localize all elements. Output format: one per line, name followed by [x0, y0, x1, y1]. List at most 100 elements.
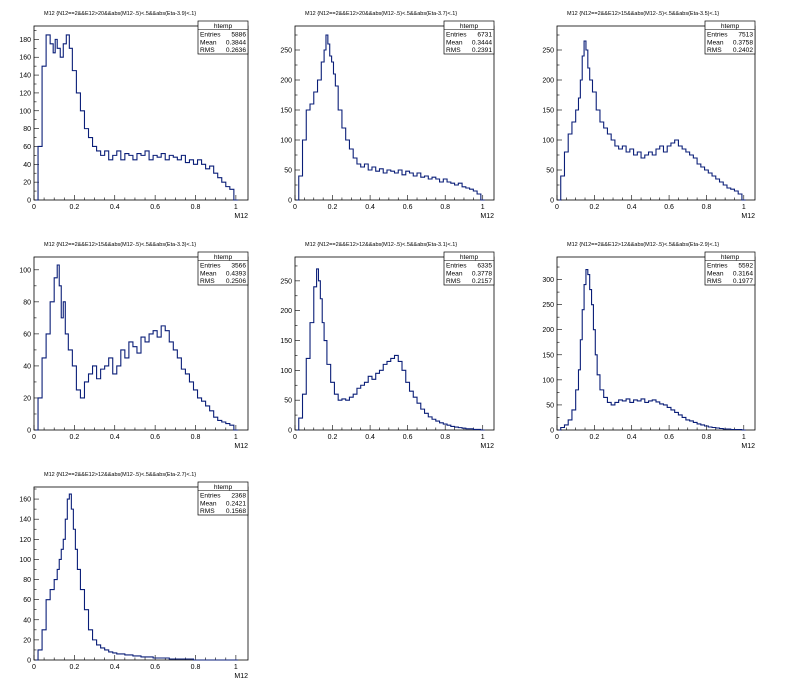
x-axis-title: M12 [234, 673, 248, 680]
y-tick-label: 0 [288, 198, 292, 205]
x-tick-label: 0.4 [110, 664, 120, 671]
stats-label: Mean [200, 500, 217, 507]
stats-label: RMS [200, 47, 215, 54]
y-tick-label: 20 [23, 395, 31, 402]
x-tick-label: 0.4 [627, 204, 637, 211]
histogram-panel-3: M12 {N12==2&&E12>15&&abs(M12-.5)<.5&&abs… [542, 11, 756, 220]
y-tick-label: 80 [23, 577, 31, 584]
stats-name: htemp [214, 23, 233, 30]
stats-value: 0.2157 [472, 278, 493, 285]
histogram-panel-5: M12 {N12==2&&E12>12&&abs(M12-.5)<.5&&abs… [280, 242, 495, 450]
histogram-panel-7: M12 {N12==2&&E12>12&&abs(M12-.5)<.5&&abs… [19, 472, 249, 680]
x-tick-label: 0 [32, 434, 36, 441]
x-tick-label: 0.2 [70, 434, 80, 441]
histogram-line [558, 268, 746, 431]
stats-value: 0.1977 [733, 278, 754, 285]
panel-title: M12 {N12==2&&E12>20&&abs(M12-.5)<.5&&abs… [305, 11, 457, 17]
stats-label: Mean [446, 270, 463, 277]
stats-name: htemp [460, 254, 479, 261]
stats-label: RMS [707, 47, 722, 54]
x-tick-label: 0.8 [702, 434, 712, 441]
y-tick-label: 200 [542, 327, 554, 334]
x-tick-label: 0.6 [150, 204, 160, 211]
stats-label: Mean [200, 270, 217, 277]
stats-label: Mean [446, 39, 463, 46]
x-axis-title: M12 [234, 213, 248, 220]
stats-box [197, 481, 249, 516]
stats-value: 5592 [738, 263, 753, 270]
panel-title: M12 {N12==2&&E12>12&&abs(M12-.5)<.5&&abs… [305, 242, 457, 248]
histogram-panel-1: M12 {N12==2&&E12>20&&abs(M12-.5)<.5&&abs… [19, 11, 249, 220]
stats-value: 0.2636 [226, 47, 247, 54]
stats-value: 0.1568 [226, 508, 247, 515]
stats-label: Entries [200, 493, 221, 500]
stats-box [704, 251, 756, 286]
y-tick-label: 100 [19, 108, 31, 115]
x-tick-label: 0.6 [403, 204, 413, 211]
stats-name: htemp [214, 484, 233, 491]
stats-value: 0.2402 [733, 47, 754, 54]
stats-value: 0.3444 [472, 39, 493, 46]
stats-name: htemp [460, 23, 479, 30]
plot-frame [294, 25, 495, 201]
y-tick-label: 150 [542, 352, 554, 359]
histogram-panel-4: M12 {N12==2&&E12>15&&abs(M12-.5)<.5&&abs… [19, 242, 249, 450]
stats-box [443, 251, 495, 286]
y-tick-label: 20 [23, 180, 31, 187]
y-tick-label: 160 [19, 55, 31, 62]
stats-name: htemp [721, 254, 740, 261]
x-tick-label: 1 [234, 664, 238, 671]
plot-frame [556, 25, 756, 201]
y-tick-label: 150 [280, 338, 292, 345]
x-tick-label: 0.4 [365, 204, 375, 211]
y-tick-label: 200 [542, 78, 554, 85]
x-axis-title: M12 [741, 213, 755, 220]
y-tick-label: 180 [19, 37, 31, 44]
y-tick-label: 60 [23, 597, 31, 604]
x-tick-label: 0.4 [110, 434, 120, 441]
x-tick-label: 0.8 [191, 204, 201, 211]
x-tick-label: 0.8 [440, 434, 450, 441]
y-tick-label: 40 [23, 162, 31, 169]
stats-label: Entries [446, 263, 467, 270]
x-tick-label: 1 [234, 434, 238, 441]
stats-value: 3566 [231, 263, 246, 270]
y-tick-label: 140 [19, 73, 31, 80]
stats-label: Mean [707, 39, 724, 46]
x-tick-label: 0 [32, 204, 36, 211]
y-tick-label: 200 [280, 308, 292, 315]
y-tick-label: 150 [542, 108, 554, 115]
y-tick-label: 250 [280, 48, 292, 55]
x-tick-label: 0.2 [70, 204, 80, 211]
histogram-line [36, 493, 238, 661]
stats-label: Mean [707, 270, 724, 277]
panel-title: M12 {N12==2&&E12>12&&abs(M12-.5)<.5&&abs… [567, 242, 719, 248]
x-tick-label: 0.6 [403, 434, 413, 441]
histogram-panel-2: M12 {N12==2&&E12>20&&abs(M12-.5)<.5&&abs… [280, 11, 495, 220]
y-tick-label: 200 [280, 78, 292, 85]
y-tick-label: 0 [550, 428, 554, 435]
x-tick-label: 0.2 [70, 664, 80, 671]
stats-name: htemp [721, 23, 740, 30]
panel-title: M12 {N12==2&&E12>20&&abs(M12-.5)<.5&&abs… [44, 11, 196, 17]
stats-label: Entries [200, 263, 221, 270]
stats-label: Entries [707, 263, 728, 270]
stats-label: Entries [707, 32, 728, 39]
histogram-line [296, 268, 485, 431]
stats-label: RMS [200, 508, 215, 515]
y-tick-label: 60 [23, 331, 31, 338]
stats-value: 2368 [231, 493, 246, 500]
y-tick-label: 60 [23, 144, 31, 151]
y-tick-label: 100 [280, 368, 292, 375]
y-tick-label: 160 [19, 497, 31, 504]
y-tick-label: 250 [542, 48, 554, 55]
stats-value: 6335 [477, 263, 492, 270]
y-tick-label: 100 [542, 377, 554, 384]
y-tick-label: 120 [19, 90, 31, 97]
x-tick-label: 1 [481, 434, 485, 441]
x-tick-label: 1 [481, 204, 485, 211]
stats-box [197, 251, 249, 286]
histogram-panel-6: M12 {N12==2&&E12>12&&abs(M12-.5)<.5&&abs… [542, 242, 756, 450]
x-tick-label: 0.2 [589, 204, 599, 211]
stats-label: Mean [200, 39, 217, 46]
